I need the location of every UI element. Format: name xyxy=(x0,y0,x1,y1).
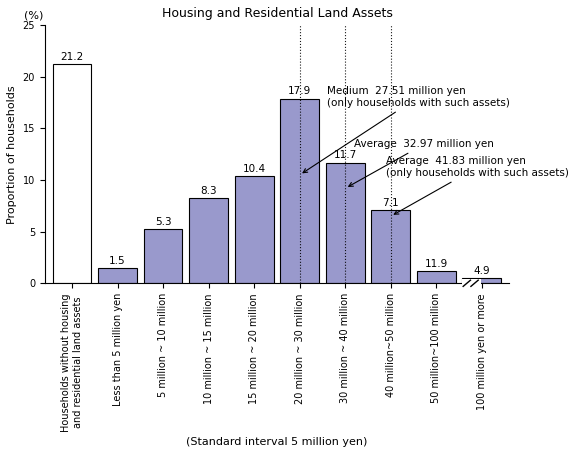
Text: 7.1: 7.1 xyxy=(382,198,399,208)
Bar xyxy=(235,176,274,283)
Bar xyxy=(326,163,365,283)
Text: 4.9: 4.9 xyxy=(473,266,490,276)
Text: 1.5: 1.5 xyxy=(109,256,126,266)
Title: Housing and Residential Land Assets: Housing and Residential Land Assets xyxy=(161,7,393,20)
Text: 5.3: 5.3 xyxy=(155,217,172,227)
Text: 8.3: 8.3 xyxy=(200,186,217,196)
Text: 21.2: 21.2 xyxy=(60,52,84,63)
Bar xyxy=(417,271,456,283)
Text: Medium  27.51 million yen
(only households with such assets): Medium 27.51 million yen (only household… xyxy=(303,86,510,173)
FancyBboxPatch shape xyxy=(462,279,481,287)
Text: (%): (%) xyxy=(24,10,44,20)
Bar xyxy=(53,64,92,283)
Text: Average  32.97 million yen: Average 32.97 million yen xyxy=(349,139,494,187)
Text: 10.4: 10.4 xyxy=(242,164,266,174)
X-axis label: (Standard interval 5 million yen): (Standard interval 5 million yen) xyxy=(186,437,368,447)
Bar xyxy=(371,210,410,283)
Bar xyxy=(98,268,137,283)
Text: Average  41.83 million yen
(only households with such assets): Average 41.83 million yen (only househol… xyxy=(386,157,569,214)
Bar xyxy=(280,99,319,283)
Bar xyxy=(462,278,501,283)
Text: 11.7: 11.7 xyxy=(334,150,357,160)
Bar xyxy=(144,228,183,283)
Y-axis label: Proportion of households: Proportion of households xyxy=(7,85,17,223)
Text: 11.9: 11.9 xyxy=(425,259,448,269)
Bar xyxy=(189,197,228,283)
Text: 17.9: 17.9 xyxy=(288,86,311,97)
